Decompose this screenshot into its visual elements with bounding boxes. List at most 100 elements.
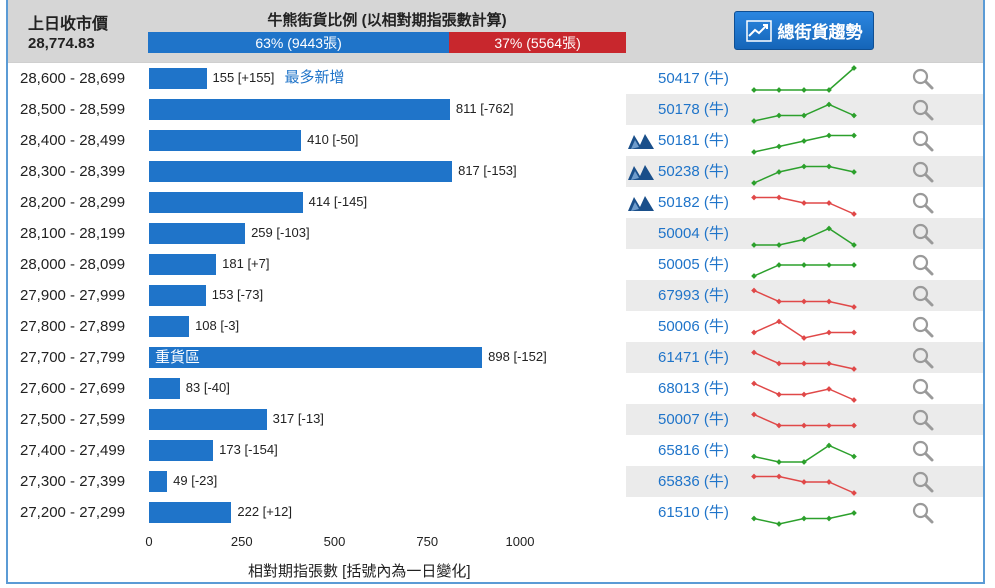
volume-bar[interactable] — [149, 161, 453, 182]
header-divider — [8, 62, 983, 63]
magnifier-icon[interactable] — [911, 439, 935, 463]
cbbc-code-link[interactable]: 65836 (牛) — [658, 473, 729, 490]
trend-sparkline — [751, 349, 857, 372]
volume-bar[interactable] — [149, 192, 303, 213]
magnifier-icon[interactable] — [911, 222, 935, 246]
cbbc-code-link[interactable]: 50007 (牛) — [658, 411, 729, 428]
sparkline-point — [801, 87, 807, 93]
table-row: 28,500 - 28,599 811 [-762] 50178 (牛) — [8, 94, 983, 125]
prev-close-value: 28,774.83 — [28, 35, 95, 52]
magnifier-icon[interactable] — [911, 253, 935, 277]
heavy-zone-label: 重貨區 — [155, 349, 201, 366]
cbbc-code-link[interactable]: 50181 (牛) — [658, 132, 729, 149]
magnifier-icon[interactable] — [911, 470, 935, 494]
trend-sparkline — [751, 287, 857, 310]
sparkline-point — [801, 391, 807, 398]
magnifier-icon[interactable] — [911, 98, 935, 122]
cbbc-code-link[interactable]: 50238 (牛) — [658, 163, 729, 180]
sparkline-point — [801, 138, 807, 144]
sparkline-point — [776, 459, 782, 465]
cbbc-code-link[interactable]: 67993 (牛) — [658, 287, 729, 304]
trend-sparkline — [751, 473, 857, 496]
magnifier-icon[interactable] — [911, 377, 935, 401]
volume-bar[interactable]: 重貨區 — [149, 347, 483, 368]
volume-label: 155 [+155] — [212, 70, 275, 85]
sparkline-point — [851, 329, 857, 336]
sparkline-point — [776, 194, 782, 201]
sparkline-point — [751, 149, 757, 155]
magnifier-icon[interactable] — [911, 160, 935, 184]
x-tick-label: 500 — [323, 534, 346, 549]
table-row: 27,900 - 27,999 153 [-73] 67993 (牛) — [8, 280, 983, 311]
sparkline-point — [851, 422, 857, 429]
trend-sparkline — [751, 225, 857, 248]
volume-bar[interactable] — [149, 502, 232, 523]
volume-label: 817 [-153] — [458, 163, 517, 178]
sparkline-point — [751, 473, 757, 480]
total-trend-button[interactable]: 總街貨趨勢 — [734, 11, 874, 50]
magnifier-icon[interactable] — [911, 315, 935, 339]
sparkline-point — [801, 335, 807, 341]
volume-bar[interactable] — [149, 440, 214, 461]
cbbc-code-link[interactable]: 50417 (牛) — [658, 70, 729, 87]
price-range: 27,300 - 27,399 — [20, 473, 126, 490]
sparkline-point — [751, 87, 757, 93]
sparkline-point — [751, 287, 757, 294]
price-range: 28,500 - 28,599 — [20, 101, 126, 118]
price-range: 27,500 - 27,599 — [20, 411, 126, 428]
table-row: 28,300 - 28,399 817 [-153] 50238 (牛) — [8, 156, 983, 187]
sparkline-point — [826, 422, 832, 429]
sparkline-point — [801, 298, 807, 305]
row-stripe — [626, 280, 983, 311]
sparkline-point — [801, 422, 807, 429]
volume-bar[interactable] — [149, 130, 302, 151]
volume-label: 811 [-762] — [455, 101, 514, 116]
table-row: 27,300 - 27,399 49 [-23] 65836 (牛) — [8, 466, 983, 497]
sparkline-point — [851, 65, 857, 71]
volume-bar[interactable] — [149, 99, 450, 120]
magnifier-icon[interactable] — [911, 501, 935, 525]
magnifier-icon[interactable] — [911, 67, 935, 91]
cbbc-code-link[interactable]: 50005 (牛) — [658, 256, 729, 273]
volume-bar[interactable] — [149, 409, 267, 430]
sparkline-point — [751, 242, 757, 248]
cbbc-code-link[interactable]: 61471 (牛) — [658, 349, 729, 366]
volume-label: 317 [-13] — [272, 411, 324, 426]
sparkline-point — [851, 211, 857, 217]
volume-bar[interactable] — [149, 285, 206, 306]
cbbc-code-link[interactable]: 50004 (牛) — [658, 225, 729, 242]
sparkline-point — [751, 273, 757, 279]
cbbc-code-link[interactable]: 50182 (牛) — [658, 194, 729, 211]
volume-label: 414 [-145] — [308, 194, 368, 209]
cbbc-code-link[interactable]: 50178 (牛) — [658, 101, 729, 118]
trend-sparkline — [751, 65, 857, 93]
volume-bar[interactable] — [149, 68, 207, 89]
cbbc-code-link[interactable]: 50006 (牛) — [658, 318, 729, 335]
magnifier-icon[interactable] — [911, 408, 935, 432]
price-range: 27,400 - 27,499 — [20, 442, 126, 459]
volume-bar[interactable] — [149, 316, 190, 337]
volume-bar[interactable] — [149, 378, 180, 399]
table-row: 28,600 - 28,699 155 [+155] 最多新增 50417 (牛) — [8, 63, 983, 94]
volume-bar[interactable] — [149, 471, 168, 492]
sparkline-point — [801, 479, 807, 485]
price-range: 28,100 - 28,199 — [20, 225, 126, 242]
volume-bar[interactable] — [149, 254, 217, 275]
magnifier-icon[interactable] — [911, 346, 935, 370]
cbbc-code-link[interactable]: 61510 (牛) — [658, 504, 729, 521]
prev-close-label: 上日收市價 — [28, 16, 109, 33]
sparkline-point — [826, 442, 832, 449]
magnifier-icon[interactable] — [911, 129, 935, 153]
cbbc-code-link[interactable]: 65816 (牛) — [658, 442, 729, 459]
sparkline-point — [776, 360, 782, 367]
trend-sparkline — [751, 132, 857, 155]
volume-bar[interactable] — [149, 223, 246, 244]
sparkline-point — [776, 473, 782, 480]
cbbc-code-link[interactable]: 68013 (牛) — [658, 380, 729, 397]
magnifier-icon[interactable] — [911, 284, 935, 308]
sparkline-point — [826, 132, 832, 139]
price-range: 28,400 - 28,499 — [20, 132, 126, 149]
table-row: 28,400 - 28,499 410 [-50] 50181 (牛) — [8, 125, 983, 156]
magnifier-icon[interactable] — [911, 191, 935, 215]
trend-sparkline — [751, 262, 857, 279]
